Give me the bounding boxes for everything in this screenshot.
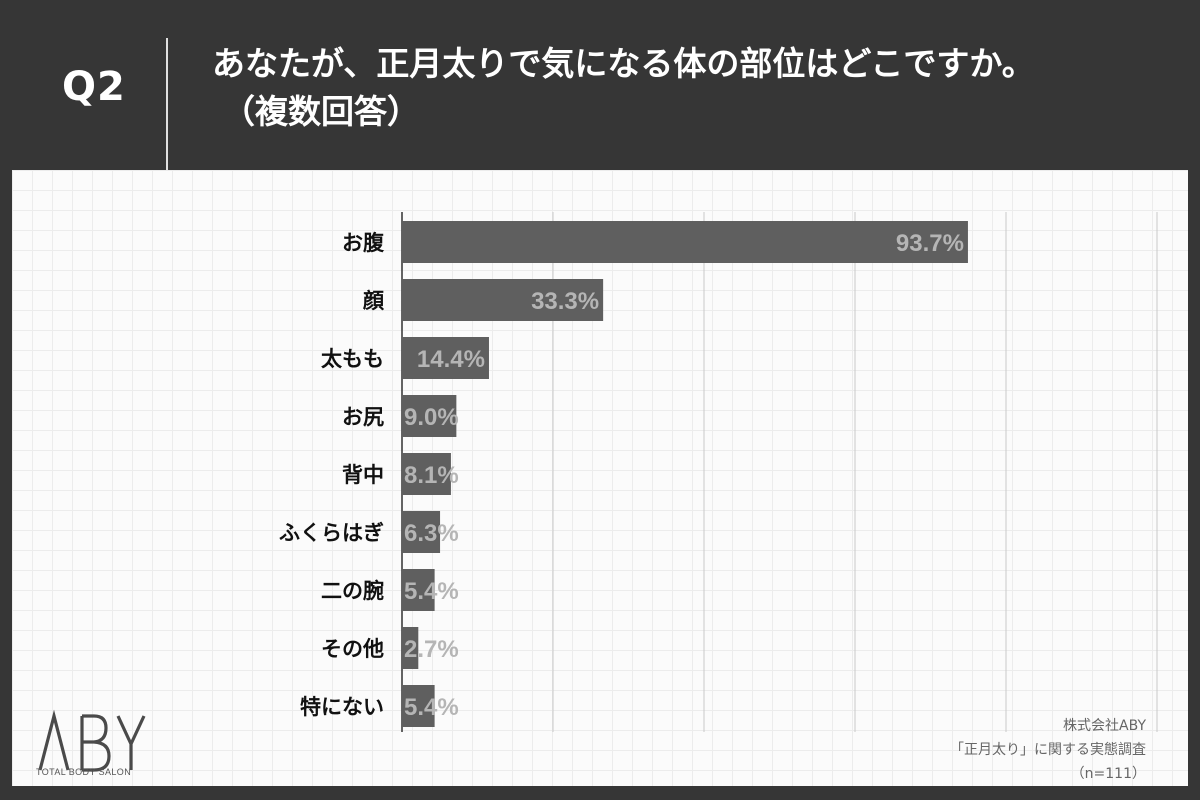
value-label-7: 5.4% (404, 578, 459, 605)
question-line-2: （複数回答） (222, 92, 420, 131)
bar-4 (402, 395, 457, 437)
source-sample-size: （n=111） (1070, 766, 1146, 782)
bar-6 (402, 511, 441, 553)
aby-logo (38, 709, 146, 772)
bar-7 (402, 569, 435, 611)
value-label-8: 2.7% (404, 636, 459, 663)
header: Q2 あなたが、正月太りで気になる体の部位はどこですか。 （複数回答） (0, 0, 1200, 170)
question-number: Q2 (62, 64, 126, 110)
bar-2 (402, 279, 604, 321)
bar-1 (402, 221, 968, 263)
category-label-6: ふくらはぎ (279, 521, 384, 545)
question-text: あなたが、正月太りで気になる体の部位はどこですか。 （複数回答） (212, 40, 1172, 136)
value-label-4: 9.0% (404, 404, 459, 431)
source-survey: 「正月太り」に関する実態調査 (950, 742, 1146, 758)
category-label-4: お尻 (342, 405, 384, 429)
category-label-9: 特にない (300, 695, 384, 719)
logo-subtitle: TOTAL BODY SALON (36, 767, 132, 777)
question-line-1: あなたが、正月太りで気になる体の部位はどこですか。 (212, 44, 1035, 83)
source-company: 株式会社ABY (1063, 718, 1146, 734)
bar-3 (402, 337, 489, 379)
value-label-3: 14.4% (417, 346, 485, 373)
bar-8 (402, 627, 419, 669)
category-label-8: その他 (321, 637, 384, 661)
bar-9 (402, 685, 435, 727)
source-note: 株式会社ABY 「正月太り」に関する実態調査 （n=111） (950, 714, 1146, 786)
value-label-5: 8.1% (404, 462, 459, 489)
bar-5 (402, 453, 451, 495)
category-label-5: 背中 (342, 463, 384, 487)
category-label-1: お腹 (342, 231, 385, 255)
category-label-3: 太もも (321, 347, 384, 371)
value-label-6: 6.3% (404, 520, 459, 547)
category-label-2: 顔 (362, 289, 385, 313)
value-label-9: 5.4% (404, 694, 459, 721)
bar-chart: お腹 93.7% 顔 33.3% 太もも 14.4% お尻 9.0% 背中 8.1% ふくらはぎ 6.… (279, 212, 1158, 732)
value-label-2: 33.3% (531, 288, 599, 315)
category-label-7: 二の腕 (321, 579, 384, 603)
value-label-1: 93.7% (896, 230, 964, 257)
chart-panel: お腹 93.7% 顔 33.3% 太もも 14.4% お尻 9.0% 背中 8.1% ふくらはぎ 6.… (12, 170, 1188, 786)
header-divider (166, 38, 168, 170)
